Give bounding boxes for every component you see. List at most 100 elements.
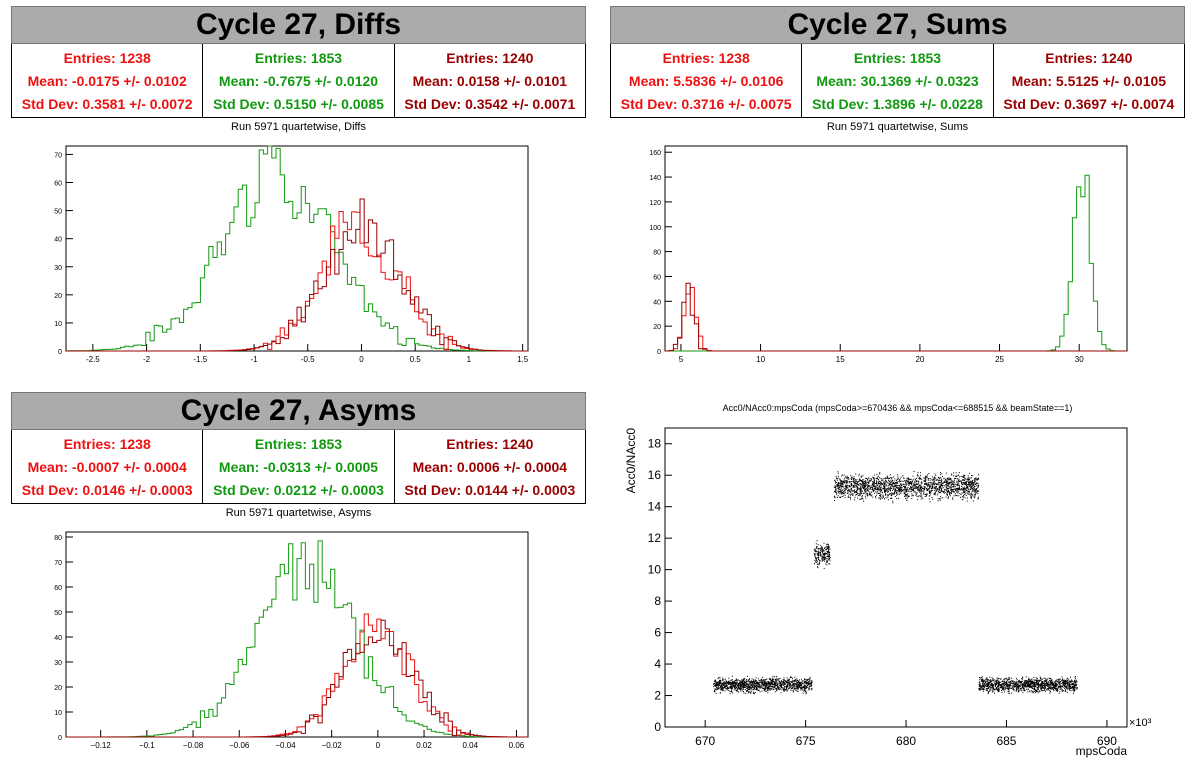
- diffs-title: Cycle 27, Diffs: [11, 6, 586, 44]
- diffs-y-tick-label: 60: [54, 181, 62, 188]
- diffs-x-tick-label: 1.5: [517, 355, 529, 364]
- scatter-point-cluster: [833, 471, 980, 504]
- sums-series-red: [665, 287, 1127, 352]
- asyms-stats-box: Entries: 1238 Mean: -0.0007 +/- 0.0004 S…: [11, 430, 586, 504]
- scatter-x-tick-label: 675: [796, 734, 816, 748]
- asyms-x-tick-label: −0.04: [275, 741, 296, 750]
- asyms-y-tick-label: 30: [54, 660, 62, 667]
- scatter-x-tick-label: 685: [996, 734, 1016, 748]
- diffs-y-tick-label: 30: [54, 265, 62, 272]
- sums-y-tick-label: 100: [649, 225, 661, 232]
- stat-red: Entries: 1238 Mean: -0.0175 +/- 0.0102 S…: [12, 44, 204, 117]
- mean-text: Mean: -0.0007 +/- 0.0004: [27, 458, 187, 475]
- mean-text: Mean: -0.0313 +/- 0.0005: [218, 458, 379, 475]
- std-text: Std Dev: 0.3697 +/- 0.0074: [1003, 95, 1175, 112]
- sums-title: Cycle 27, Sums: [610, 6, 1185, 44]
- diffs-y-tick-label: 10: [54, 321, 62, 328]
- scatter-x-multiplier: ×10³: [1129, 717, 1152, 729]
- asyms-x-tick-label: 0.04: [462, 741, 478, 750]
- std-text: Std Dev: 0.3716 +/- 0.0075: [620, 95, 792, 112]
- entries-text: Entries: 1240: [1045, 49, 1133, 66]
- asyms-x-tick-label: 0.02: [416, 741, 432, 750]
- diffs-series-red: [66, 210, 528, 352]
- asyms-x-tick-label: −0.12: [91, 741, 112, 750]
- mean-text: Mean: 5.5836 +/- 0.0106: [628, 72, 784, 89]
- diffs-y-tick-label: 50: [54, 209, 62, 216]
- diffs-y-tick-label: 40: [54, 237, 62, 244]
- scatter-y-tick-label: 6: [654, 626, 661, 640]
- scatter-y-tick-label: 14: [648, 500, 662, 514]
- asyms-x-tick-label: 0.06: [509, 741, 525, 750]
- asyms-x-tick-label: 0: [376, 741, 381, 750]
- diffs-series-green: [66, 145, 528, 352]
- sums-y-tick-label: 0: [657, 349, 661, 356]
- stat-green: Entries: 1853 Mean: 30.1369 +/- 0.0323 S…: [802, 44, 994, 117]
- mean-text: Mean: 0.0006 +/- 0.0004: [412, 458, 568, 475]
- scatter-y-tick-label: 12: [648, 531, 662, 545]
- mean-text: Mean: -0.7675 +/- 0.0120: [218, 72, 379, 89]
- sums-frame: [664, 145, 1128, 352]
- sums-y-tick-label: 120: [649, 200, 661, 207]
- asyms-y-tick-label: 60: [54, 585, 62, 592]
- stat-darkred: Entries: 1240 Mean: 0.0006 +/- 0.0004 St…: [395, 430, 585, 503]
- scatter-y-tick-label: 8: [654, 594, 661, 608]
- sums-y-tick-label: 60: [653, 274, 661, 281]
- scatter-y-tick-label: 16: [648, 468, 662, 482]
- entries-text: Entries: 1240: [446, 49, 534, 66]
- asyms-title: Cycle 27, Asyms: [11, 392, 586, 430]
- entries-text: Entries: 1240: [446, 435, 534, 452]
- asyms-subtitle: Run 5971 quartetwise, Asyms: [225, 507, 372, 519]
- entries-text: Entries: 1853: [254, 435, 343, 452]
- stat-darkred: Entries: 1240 Mean: 5.5125 +/- 0.0105 St…: [994, 44, 1184, 117]
- sums-x-tick-label: 30: [1075, 355, 1084, 364]
- sums-subtitle: Run 5971 quartetwise, Sums: [826, 121, 969, 133]
- scatter-x-tick-label: 670: [695, 734, 715, 748]
- stat-green: Entries: 1853 Mean: -0.0313 +/- 0.0005 S…: [203, 430, 395, 503]
- stat-red: Entries: 1238 Mean: 5.5836 +/- 0.0106 St…: [611, 44, 803, 117]
- sums-x-tick-label: 15: [836, 355, 845, 364]
- scatter-y-tick-label: 2: [654, 689, 661, 703]
- diffs-stats-box: Entries: 1238 Mean: -0.0175 +/- 0.0102 S…: [11, 44, 586, 118]
- mean-text: Mean: 5.5125 +/- 0.0105: [1011, 72, 1167, 89]
- asyms-x-tick-label: −0.1: [139, 741, 155, 750]
- diffs-x-tick-label: 0.5: [410, 355, 422, 364]
- diffs-x-tick-label: -1.5: [193, 355, 207, 364]
- diffs-series-darkred: [66, 198, 528, 352]
- diffs-x-tick-label: -1: [250, 355, 258, 364]
- mean-text: Mean: 0.0158 +/- 0.0101: [412, 72, 568, 89]
- asyms-y-tick-label: 10: [54, 710, 62, 717]
- scatter-point-cluster: [713, 675, 813, 695]
- std-text: Std Dev: 0.3542 +/- 0.0071: [404, 95, 576, 112]
- sums-y-tick-label: 80: [653, 250, 661, 257]
- entries-text: Entries: 1238: [662, 49, 750, 66]
- entries-text: Entries: 1853: [254, 49, 343, 66]
- asyms-series-green: [66, 540, 528, 738]
- scatter-y-label: Acc0/NAcc0: [624, 428, 638, 494]
- sums-y-tick-label: 160: [649, 150, 661, 157]
- diffs-x-tick-label: -2.5: [86, 355, 100, 364]
- stat-darkred: Entries: 1240 Mean: 0.0158 +/- 0.0101 St…: [395, 44, 585, 117]
- diffs-x-tick-label: -0.5: [301, 355, 315, 364]
- diffs-x-tick-label: 0: [359, 355, 364, 364]
- asyms-y-tick-label: 20: [54, 685, 62, 692]
- std-text: Std Dev: 0.0146 +/- 0.0003: [21, 481, 193, 498]
- sums-y-tick-label: 140: [649, 175, 661, 182]
- sums-x-tick-label: 10: [756, 355, 765, 364]
- sums-x-tick-label: 20: [915, 355, 924, 364]
- sums-x-tick-label: 5: [679, 355, 684, 364]
- scatter-frame: [664, 427, 1128, 728]
- asyms-y-tick-label: 40: [54, 635, 62, 642]
- scatter-y-tick-label: 18: [648, 437, 662, 451]
- sums-series-green: [665, 174, 1127, 352]
- diffs-y-tick-label: 0: [58, 349, 62, 356]
- entries-text: Entries: 1238: [63, 49, 151, 66]
- stat-green: Entries: 1853 Mean: -0.7675 +/- 0.0120 S…: [203, 44, 395, 117]
- sums-stats-box: Entries: 1238 Mean: 5.5836 +/- 0.0106 St…: [610, 44, 1185, 118]
- sums-y-tick-label: 20: [653, 324, 661, 331]
- asyms-series-darkred: [66, 619, 528, 738]
- scatter-x-tick-label: 690: [1097, 734, 1117, 748]
- entries-text: Entries: 1238: [63, 435, 151, 452]
- stat-red: Entries: 1238 Mean: -0.0007 +/- 0.0004 S…: [12, 430, 204, 503]
- std-text: Std Dev: 0.0212 +/- 0.0003: [213, 481, 384, 498]
- mean-text: Mean: -0.0175 +/- 0.0102: [27, 72, 187, 89]
